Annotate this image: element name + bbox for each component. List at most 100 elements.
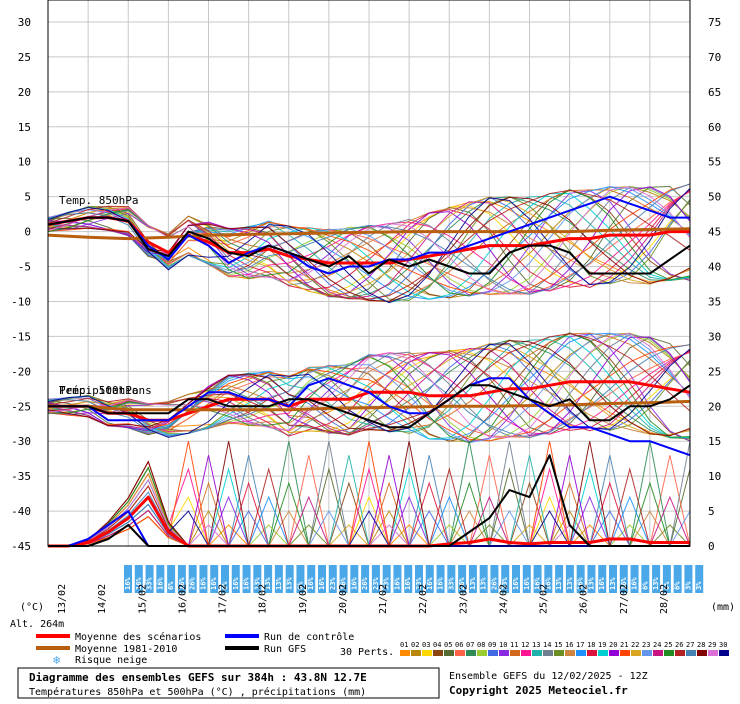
member-legend-swatch bbox=[521, 650, 531, 656]
chart-title: Diagramme des ensembles GEFS sur 384h : … bbox=[29, 671, 367, 684]
member-legend-label: 30 bbox=[719, 641, 727, 649]
member-legend-label: 05 bbox=[444, 641, 452, 649]
right-tick-label: 0 bbox=[708, 540, 715, 553]
right-tick-label: 15 bbox=[708, 435, 721, 448]
snow-risk-label: 16% bbox=[350, 577, 358, 590]
member-legend-label: 21 bbox=[620, 641, 628, 649]
snow-risk-marker bbox=[522, 565, 531, 593]
snow-risk-label: 26% bbox=[361, 577, 369, 590]
member-legend-label: 13 bbox=[532, 641, 540, 649]
left-tick-label: 10 bbox=[18, 156, 31, 169]
x-date-label: 27/02 bbox=[619, 584, 630, 614]
member-legend-label: 11 bbox=[510, 641, 518, 649]
snow-risk-label: 16% bbox=[210, 577, 218, 590]
member-legend-swatch bbox=[620, 650, 630, 656]
member-legend-swatch bbox=[653, 650, 663, 656]
snow-risk-marker bbox=[555, 565, 564, 593]
x-date-label: 23/02 bbox=[458, 584, 469, 614]
left-tick-label: 0 bbox=[24, 226, 31, 239]
x-axis-dates: 13/02 14/02 15/02 16/02 17/02 18/02 19/02 20/02… bbox=[57, 584, 670, 614]
legend-label-snow: Risque neige bbox=[75, 655, 147, 666]
snow-risk-marker bbox=[361, 565, 370, 593]
right-tick-label: 40 bbox=[708, 261, 721, 274]
x-date-label: 14/02 bbox=[97, 584, 108, 614]
ensemble-member-line bbox=[47, 340, 691, 437]
snow-risk-marker bbox=[393, 565, 402, 593]
snow-risk-marker bbox=[339, 565, 348, 593]
snow-risk-label: 16% bbox=[178, 577, 186, 590]
ensemble-member-line bbox=[47, 186, 691, 295]
member-legend-label: 08 bbox=[477, 641, 485, 649]
snow-risk-marker bbox=[328, 565, 337, 593]
right-tick-label: 45 bbox=[708, 226, 721, 239]
snow-risk-marker bbox=[512, 565, 520, 593]
snowflake-icon: ❄ bbox=[53, 653, 60, 667]
right-tick-label: 65 bbox=[708, 86, 721, 99]
left-tick-label: 20 bbox=[18, 86, 31, 99]
series-line-t500-5 bbox=[48, 399, 691, 412]
snow-risk-marker bbox=[188, 565, 197, 593]
chart-subtitle: Températures 850hPa et 500hPa (°C) , pré… bbox=[29, 686, 366, 698]
series-line-t850-2 bbox=[47, 195, 690, 275]
member-legend-label: 14 bbox=[543, 641, 551, 649]
snow-risk-marker bbox=[619, 565, 628, 593]
member-legend-swatch bbox=[510, 650, 520, 656]
snow-risk-marker bbox=[318, 565, 326, 593]
right-tick-label: 75 bbox=[708, 16, 721, 29]
member-legend-label: 16 bbox=[565, 641, 573, 649]
snow-risk-label: 13% bbox=[555, 577, 563, 590]
snow-risk-label: 16% bbox=[620, 577, 628, 590]
snow-risk-label: 16% bbox=[135, 577, 143, 590]
x-date-label: 16/02 bbox=[177, 584, 188, 614]
snow-risk-marker bbox=[447, 565, 456, 593]
member-legend-swatch bbox=[576, 650, 586, 656]
snow-risk-label: 6% bbox=[641, 581, 649, 590]
snow-risk-label: 13% bbox=[253, 577, 261, 590]
member-legend-label: 25 bbox=[664, 641, 672, 649]
ensemble-member-line bbox=[47, 192, 691, 300]
snow-risk-label: 6% bbox=[674, 581, 682, 590]
x-date-label: 28/02 bbox=[659, 584, 670, 614]
member-legend-label: 22 bbox=[631, 641, 639, 649]
x-date-label: 20/02 bbox=[338, 584, 349, 614]
snow-risk-label: 16% bbox=[437, 577, 445, 590]
x-date-label: 17/02 bbox=[218, 584, 229, 614]
snow-risk-label: 13% bbox=[469, 577, 477, 590]
member-legend-label: 09 bbox=[488, 641, 496, 649]
snow-risk-marker bbox=[285, 565, 294, 593]
member-legend-swatch bbox=[400, 650, 410, 656]
snow-risk-label: 16% bbox=[199, 577, 207, 590]
right-tick-label: 70 bbox=[708, 51, 721, 64]
snow-risk-label: 16% bbox=[404, 577, 412, 590]
snow-risk-marker bbox=[490, 565, 499, 593]
snow-risk-label: 33% bbox=[501, 577, 509, 590]
legend-label-clim: Moyenne 1981-2010 bbox=[75, 644, 177, 655]
left-tick-label: 30 bbox=[18, 16, 31, 29]
snow-risk-marker bbox=[673, 565, 682, 593]
label-temp-850: Temp. 850hPa bbox=[59, 194, 138, 207]
series-line-t500-7 bbox=[48, 384, 691, 429]
member-legend-swatch bbox=[708, 650, 718, 656]
snow-risk-label: 3% bbox=[695, 581, 703, 590]
member-legend-label: 24 bbox=[653, 641, 661, 649]
left-tick-label: -25 bbox=[11, 400, 31, 413]
snow-risk-label: 6% bbox=[296, 581, 304, 590]
right-tick-label: 10 bbox=[708, 470, 721, 483]
left-tick-label: -15 bbox=[11, 330, 31, 343]
member-legend-label: 12 bbox=[521, 641, 529, 649]
snow-risk-marker bbox=[296, 565, 305, 593]
snow-risk-marker bbox=[684, 565, 693, 593]
member-legend-label: 27 bbox=[686, 641, 694, 649]
ensemble-member-line bbox=[47, 186, 691, 297]
member-legend-swatch bbox=[697, 650, 707, 656]
x-date-label: 25/02 bbox=[539, 584, 550, 614]
member-legend-label: 15 bbox=[554, 641, 562, 649]
legend: Moyenne des scénarios Moyenne 1981-2010 … bbox=[36, 631, 729, 667]
snow-risk-marker bbox=[231, 565, 240, 593]
snow-risk-marker bbox=[436, 565, 445, 593]
snow-risk-marker bbox=[652, 565, 661, 593]
member-legend-label: 17 bbox=[576, 641, 584, 649]
x-date-label: 22/02 bbox=[418, 584, 429, 614]
right-tick-label: 50 bbox=[708, 191, 721, 204]
